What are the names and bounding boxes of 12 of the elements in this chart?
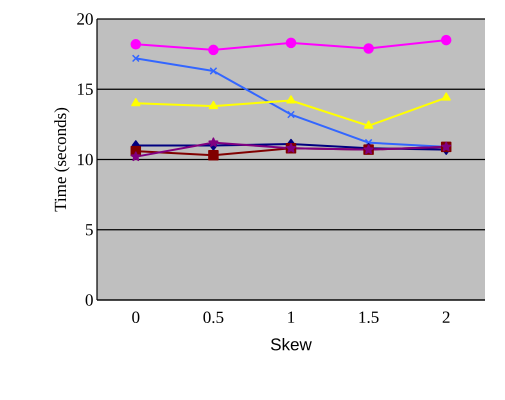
- y-tick-label: 0: [86, 294, 93, 306]
- y-tick-label: 5: [86, 224, 93, 236]
- x-tick-label: 1: [288, 312, 294, 323]
- y-tick-label: 15: [78, 84, 93, 95]
- x-axis-title: Skew: [270, 338, 312, 350]
- x-tick-label: 2: [442, 312, 450, 323]
- y-tick-label: 10: [78, 154, 93, 166]
- y-tick-label: 20: [77, 13, 93, 25]
- x-tick-label: 0: [132, 312, 140, 324]
- y-axis-title: Time (seconds): [54, 108, 70, 212]
- x-tick-label: 1.5: [359, 312, 379, 323]
- x-tick-label: 0.5: [203, 312, 224, 324]
